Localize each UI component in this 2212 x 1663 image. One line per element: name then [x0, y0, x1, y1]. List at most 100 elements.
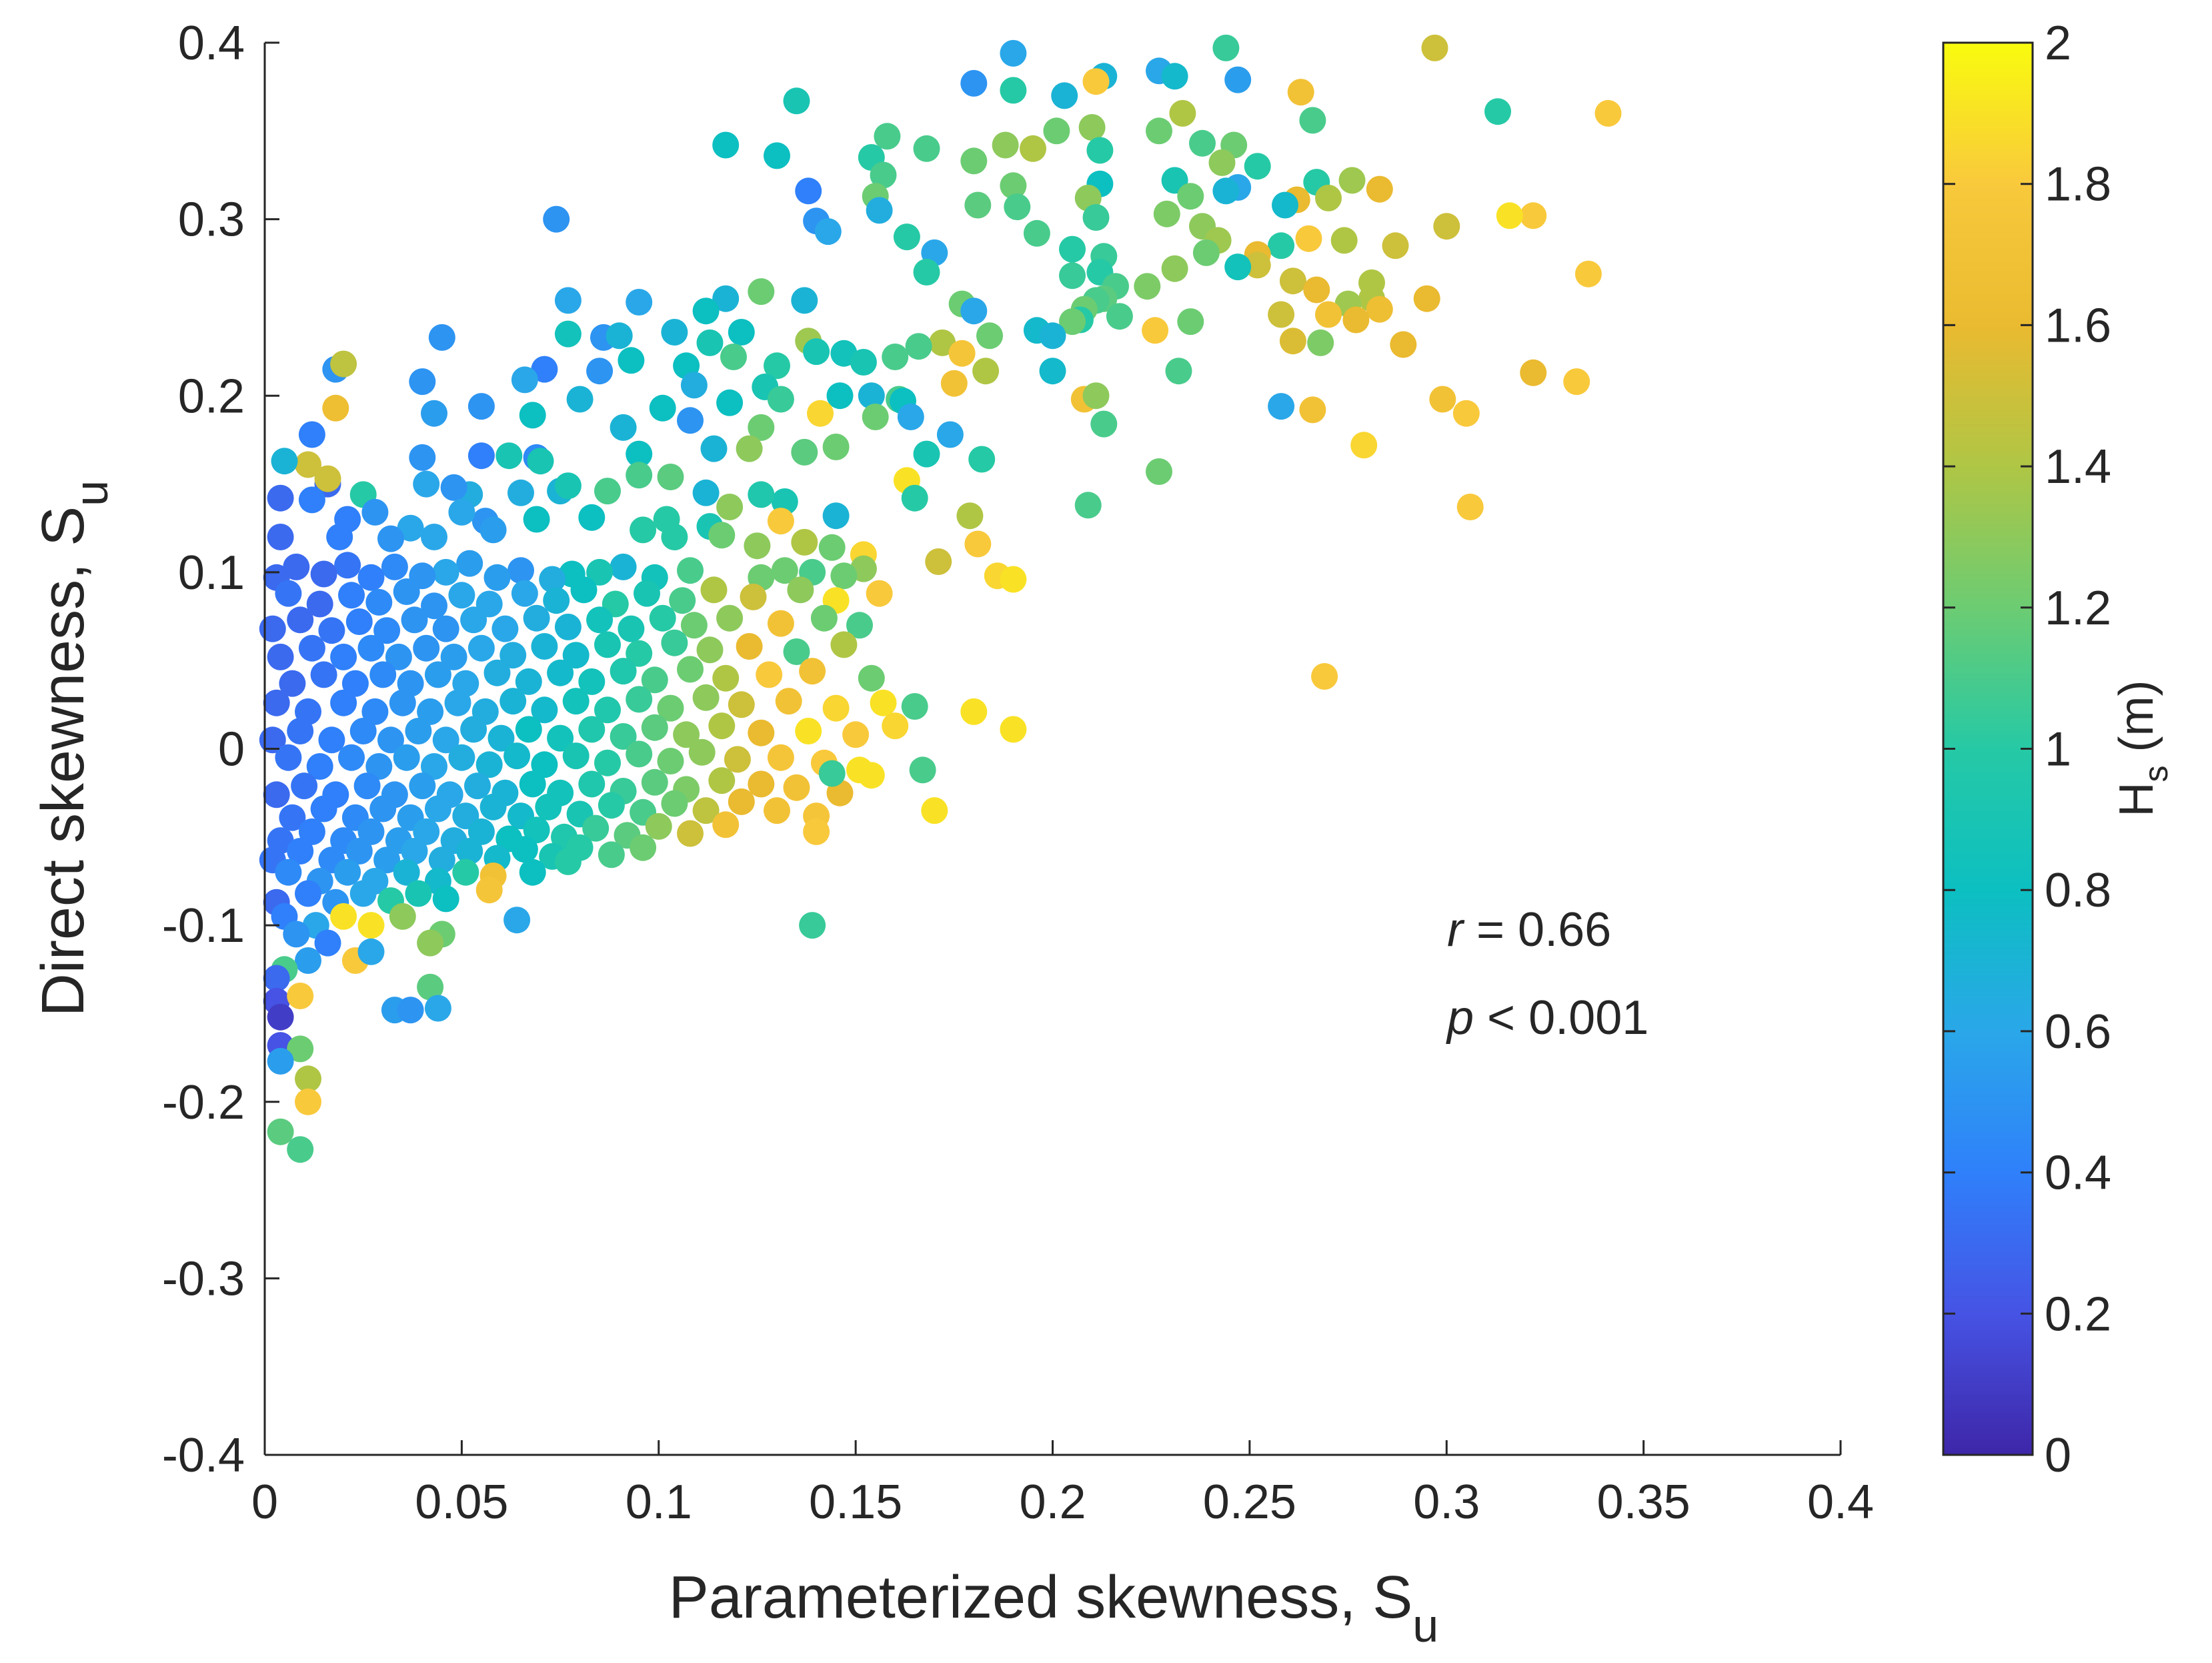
scatter-point	[295, 1088, 321, 1115]
scatter-point	[287, 838, 314, 865]
scatter-point	[295, 880, 321, 907]
scatter-point	[491, 615, 519, 642]
scatter-point	[822, 434, 850, 460]
scatter-point	[669, 587, 696, 614]
scatter-point	[479, 793, 507, 820]
scatter-point	[421, 524, 447, 550]
scatter-point	[326, 524, 353, 550]
scatter-point	[882, 712, 909, 740]
scatter-point	[771, 557, 798, 584]
scatter-point	[377, 726, 404, 754]
scatter-point	[960, 147, 988, 175]
scatter-point	[456, 550, 483, 577]
scatter-point	[618, 615, 645, 642]
scatter-point	[964, 530, 992, 558]
scatter-point	[361, 498, 389, 526]
scatter-point	[389, 903, 416, 930]
scatter-point	[401, 838, 428, 865]
scatter-point	[397, 514, 424, 542]
scatter-point	[744, 532, 771, 560]
scatter-point	[610, 658, 637, 685]
scatter-point	[626, 462, 653, 489]
scatter-point	[791, 287, 818, 314]
scatter-point	[700, 576, 728, 604]
scatter-point	[692, 298, 720, 325]
scatter-point	[554, 287, 582, 314]
statistics-annotation: r = 0.66 p < 0.001	[1446, 903, 1648, 1045]
scatter-point	[475, 877, 503, 904]
scatter-point	[570, 576, 598, 604]
colorbar-tick-label: 0.2	[2045, 1287, 2111, 1341]
colorbar-ticks: 0 0.2 0.4 0.6 0.8 1 1.2 1.4 1.6 1.8 2	[1943, 17, 2111, 1482]
scatter-point	[1303, 276, 1330, 304]
scatter-point	[287, 718, 314, 744]
scatter-point	[562, 742, 590, 770]
x-axis-label-subscript: u	[1412, 1600, 1438, 1652]
scatter-point	[287, 606, 314, 634]
y-tick-label: -0.4	[162, 1429, 245, 1482]
scatter-point	[1039, 358, 1066, 385]
scatter-point	[283, 553, 310, 580]
scatter-point	[767, 386, 794, 413]
scatter-point	[1244, 153, 1271, 180]
scatter-point	[417, 929, 444, 957]
scatter-point	[357, 912, 385, 939]
scatter-point	[467, 634, 495, 662]
x-axis-label-main: Parameterized skewness, S	[669, 1564, 1412, 1631]
scatter-point	[578, 504, 606, 531]
x-axis-ticks: 0 0.05 0.1 0.15 0.2 0.25 0.3 0.35 0.4	[251, 1440, 1874, 1529]
scatter-point	[940, 370, 968, 397]
x-tick-label: 0.3	[1413, 1476, 1480, 1529]
scatter-point	[1315, 184, 1342, 211]
scatter-point	[1189, 129, 1216, 157]
scatter-point	[1224, 66, 1252, 93]
scatter-point	[858, 382, 885, 410]
scatter-point	[692, 684, 720, 711]
scatter-point	[728, 691, 755, 718]
colorbar-tick-label: 0.6	[2045, 1005, 2111, 1059]
scatter-point	[1106, 303, 1133, 330]
scatter-point	[673, 721, 700, 748]
scatter-point	[511, 366, 538, 394]
scatter-point	[814, 218, 842, 245]
scatter-point	[716, 604, 744, 632]
scatter-point	[649, 394, 676, 422]
scatter-point	[1268, 393, 1295, 420]
scatter-point	[1338, 167, 1366, 194]
scatter-point	[626, 440, 653, 468]
scatter-point	[1268, 232, 1295, 259]
scatter-point	[381, 553, 408, 580]
scatter-point	[1315, 301, 1342, 328]
scatter-point	[905, 333, 932, 360]
scatter-point	[929, 329, 956, 356]
scatter-point	[803, 818, 830, 845]
scatter-point	[539, 566, 566, 593]
scatter-point	[547, 724, 574, 752]
scatter-point	[523, 506, 550, 533]
scatter-point	[764, 142, 790, 169]
scatter-point	[298, 486, 325, 514]
r-value: = 0.66	[1463, 903, 1611, 957]
scatter-point	[314, 465, 341, 492]
scatter-point	[1082, 204, 1110, 231]
scatter-point	[1000, 566, 1027, 593]
scatter-point	[606, 322, 633, 350]
scatter-point	[543, 587, 570, 614]
scatter-point	[767, 610, 794, 637]
scatter-point	[578, 668, 606, 695]
scatter-point	[960, 69, 988, 97]
scatter-point	[515, 668, 542, 695]
scatter-point	[318, 726, 345, 754]
scatter-point	[1496, 202, 1523, 229]
scatter-point	[421, 592, 447, 620]
scatter-point	[810, 604, 838, 632]
scatter-point	[554, 472, 582, 500]
scatter-point	[475, 751, 503, 778]
scatter-point	[1413, 285, 1440, 312]
scatter-points	[259, 34, 1622, 1163]
scatter-point	[936, 421, 964, 448]
scatter-point	[267, 524, 294, 550]
scatter-point	[641, 768, 668, 796]
scatter-point	[657, 694, 684, 722]
scatter-point	[598, 841, 625, 869]
